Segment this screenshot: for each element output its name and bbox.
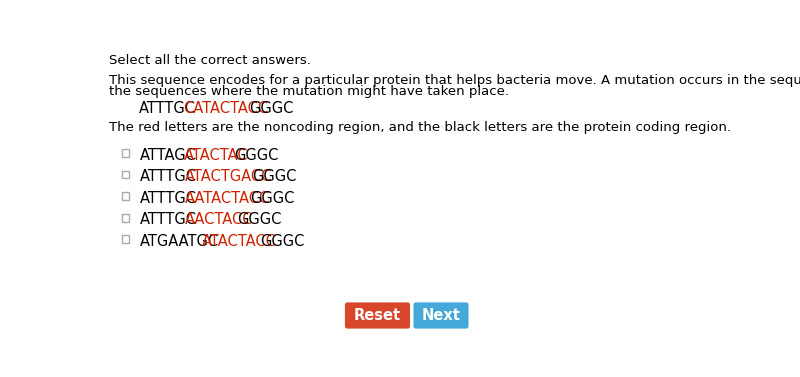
- Text: ATACTAC: ATACTAC: [184, 148, 249, 162]
- Text: ATACTGACC: ATACTGACC: [185, 169, 272, 184]
- Text: ATTAGC: ATTAGC: [140, 148, 197, 162]
- Bar: [122, 171, 130, 178]
- Text: GGGC: GGGC: [249, 101, 294, 116]
- Text: GGGC: GGGC: [252, 169, 297, 184]
- Text: ATTTGC: ATTTGC: [140, 169, 198, 184]
- Bar: [122, 149, 130, 157]
- Text: Reset: Reset: [354, 308, 401, 323]
- Text: GGGC: GGGC: [250, 191, 295, 206]
- Text: AATACTACC: AATACTACC: [185, 191, 270, 206]
- Text: ATTTGC: ATTTGC: [138, 101, 196, 116]
- Text: ATGAATGC: ATGAATGC: [140, 234, 219, 249]
- FancyBboxPatch shape: [414, 302, 469, 329]
- Text: This sequence encodes for a particular protein that helps bacteria move. A mutat: This sequence encodes for a particular p…: [110, 74, 800, 87]
- Bar: [122, 235, 130, 243]
- Text: Select all the correct answers.: Select all the correct answers.: [110, 55, 311, 67]
- Text: AACTACC: AACTACC: [185, 212, 253, 227]
- Text: GGGC: GGGC: [238, 212, 282, 227]
- Text: The red letters are the noncoding region, and the black letters are the protein : The red letters are the noncoding region…: [110, 121, 731, 134]
- Text: ATTTGC: ATTTGC: [140, 212, 198, 227]
- Bar: [122, 214, 130, 222]
- Text: CATACTACC: CATACTACC: [183, 101, 268, 116]
- Text: Next: Next: [422, 308, 461, 323]
- FancyBboxPatch shape: [345, 302, 410, 329]
- Bar: [122, 192, 130, 200]
- Text: ATACTACC: ATACTACC: [202, 234, 277, 249]
- Text: ATTTGC: ATTTGC: [140, 191, 198, 206]
- Text: the sequences where the mutation might have taken place.: the sequences where the mutation might h…: [110, 85, 510, 98]
- Text: GGGC: GGGC: [234, 148, 279, 162]
- Text: GGGC: GGGC: [260, 234, 304, 249]
